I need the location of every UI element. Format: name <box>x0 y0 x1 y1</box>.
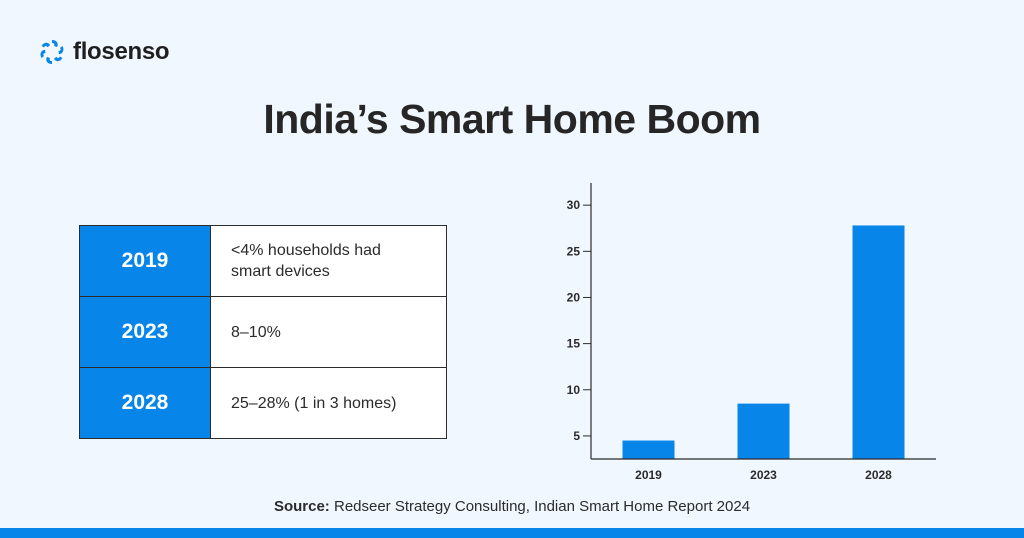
table-cell-year: 2023 <box>79 296 211 368</box>
brand-logo: flosenso <box>38 38 170 66</box>
x-tick-label: 2019 <box>635 468 662 482</box>
table-cell-year: 2028 <box>79 367 211 439</box>
source-text: Redseer Strategy Consulting, Indian Smar… <box>329 498 751 515</box>
table-cell-year: 2019 <box>79 225 211 297</box>
y-tick-label: 20 <box>567 290 581 304</box>
y-tick-label: 15 <box>567 337 581 351</box>
bottom-accent-bar <box>0 528 1024 538</box>
bar-chart-svg: 2019 2023 2028 5 10 15 20 25 30 <box>567 183 936 482</box>
table-cell-description: 25–28% (1 in 3 homes) <box>210 367 447 439</box>
flower-swirl-icon <box>40 40 64 64</box>
y-tick-label: 25 <box>567 244 581 258</box>
y-tick-label: 10 <box>567 383 581 397</box>
bar-2028 <box>852 225 905 459</box>
x-tick-label: 2028 <box>865 468 892 482</box>
bar-2019 <box>622 440 675 459</box>
year-summary-table: 2019 <4% households had smart devices 2023… <box>79 225 447 439</box>
y-tick-label: 30 <box>567 198 581 212</box>
table-row: 2023 8–10% <box>79 296 447 368</box>
bar-chart: 2019 2023 2028 5 10 15 20 25 30 <box>540 175 960 490</box>
y-tick-label: 5 <box>573 429 580 443</box>
page-title: India’s Smart Home Boom <box>263 96 761 142</box>
source-label: Source: <box>273 498 330 515</box>
table-row: 2019 <4% households had smart devices <box>79 225 447 297</box>
table-cell-description: <4% households had smart devices <box>210 225 447 297</box>
brand-name: flosenso <box>73 38 170 65</box>
table-cell-description: 8–10% <box>210 296 447 368</box>
source-note: Source: Redseer Strategy Consulting, Ind… <box>0 498 1024 515</box>
x-tick-label: 2023 <box>750 468 777 482</box>
bar-2023 <box>737 403 790 459</box>
table-row: 2028 25–28% (1 in 3 homes) <box>79 367 447 439</box>
